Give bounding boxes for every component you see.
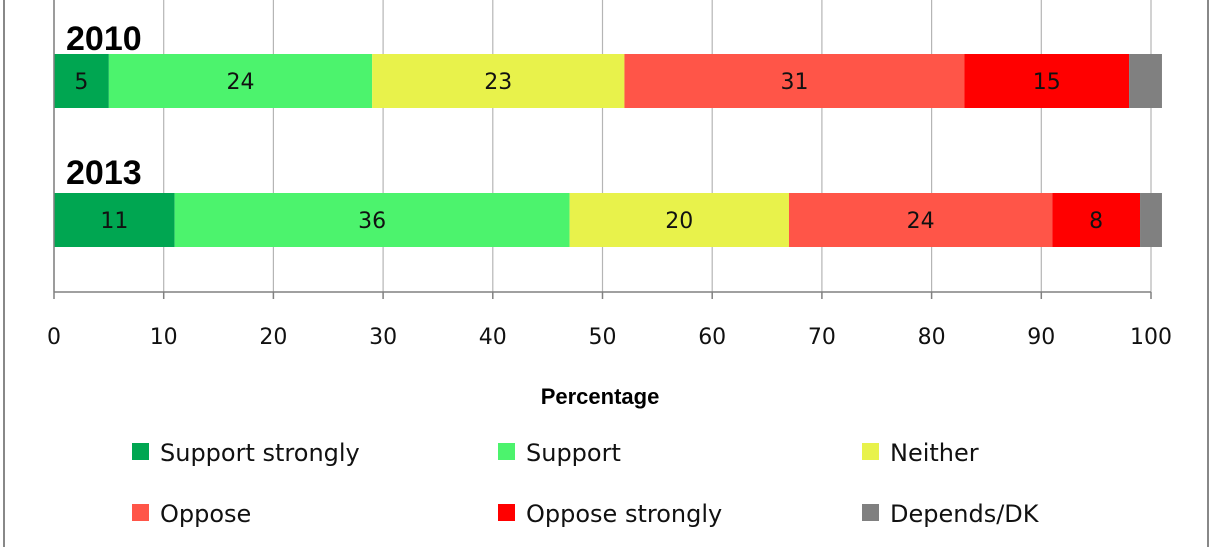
data-label: 23 — [484, 70, 512, 95]
bar-segment — [174, 193, 570, 247]
x-axis: 0 10 20 30 40 50 60 70 80 90 100 — [47, 0, 1172, 350]
legend-label: Support strongly — [160, 439, 360, 467]
data-label: 15 — [1033, 70, 1061, 95]
x-tick-label: 90 — [1027, 325, 1055, 350]
bar-segment — [964, 54, 1130, 108]
bar-segment — [1052, 193, 1141, 247]
legend-swatch — [862, 443, 879, 460]
bar-segment — [372, 54, 625, 108]
legend-swatch — [498, 504, 515, 521]
bars: 2010 2013 5 24 23 31 15 11 36 20 24 8 — [54, 20, 1162, 247]
x-tick-label: 30 — [369, 325, 397, 350]
data-label: 31 — [780, 70, 808, 95]
bar-segment — [1129, 54, 1162, 108]
legend: Support strongly Support Neither Oppose Oppo… — [132, 439, 1040, 528]
x-tick-label: 100 — [1130, 325, 1172, 350]
x-tick-label: 10 — [150, 325, 178, 350]
x-axis-title: Percentage — [541, 384, 660, 409]
data-label: 24 — [226, 70, 254, 95]
bar-segment — [788, 193, 1053, 247]
category-label: 2010 — [66, 20, 142, 58]
data-label: 8 — [1089, 209, 1103, 234]
bar-segment — [54, 193, 175, 247]
data-label: 36 — [358, 209, 386, 234]
legend-swatch — [132, 443, 149, 460]
bar-segment — [1140, 193, 1162, 247]
category-label: 2013 — [66, 154, 142, 192]
x-tick-label: 70 — [808, 325, 836, 350]
x-tick-label: 40 — [479, 325, 507, 350]
x-tick-label: 20 — [259, 325, 287, 350]
legend-label: Oppose — [160, 500, 251, 528]
x-tick-label: 0 — [47, 325, 61, 350]
x-tick-label: 60 — [698, 325, 726, 350]
legend-label: Neither — [890, 439, 979, 467]
legend-label: Depends/DK — [890, 500, 1040, 528]
x-tick-label: 50 — [589, 325, 617, 350]
data-label: 24 — [907, 209, 935, 234]
legend-label: Oppose strongly — [526, 500, 722, 528]
x-tick-label: 80 — [918, 325, 946, 350]
legend-swatch — [862, 504, 879, 521]
bar-segment — [569, 193, 789, 247]
bar-segment — [54, 54, 109, 108]
data-label: 11 — [100, 209, 128, 234]
legend-swatch — [498, 443, 515, 460]
data-label: 5 — [74, 70, 88, 95]
data-label: 20 — [665, 209, 693, 234]
bar-segment — [108, 54, 373, 108]
legend-label: Support — [526, 439, 621, 467]
bar-segment — [624, 54, 965, 108]
legend-swatch — [132, 504, 149, 521]
